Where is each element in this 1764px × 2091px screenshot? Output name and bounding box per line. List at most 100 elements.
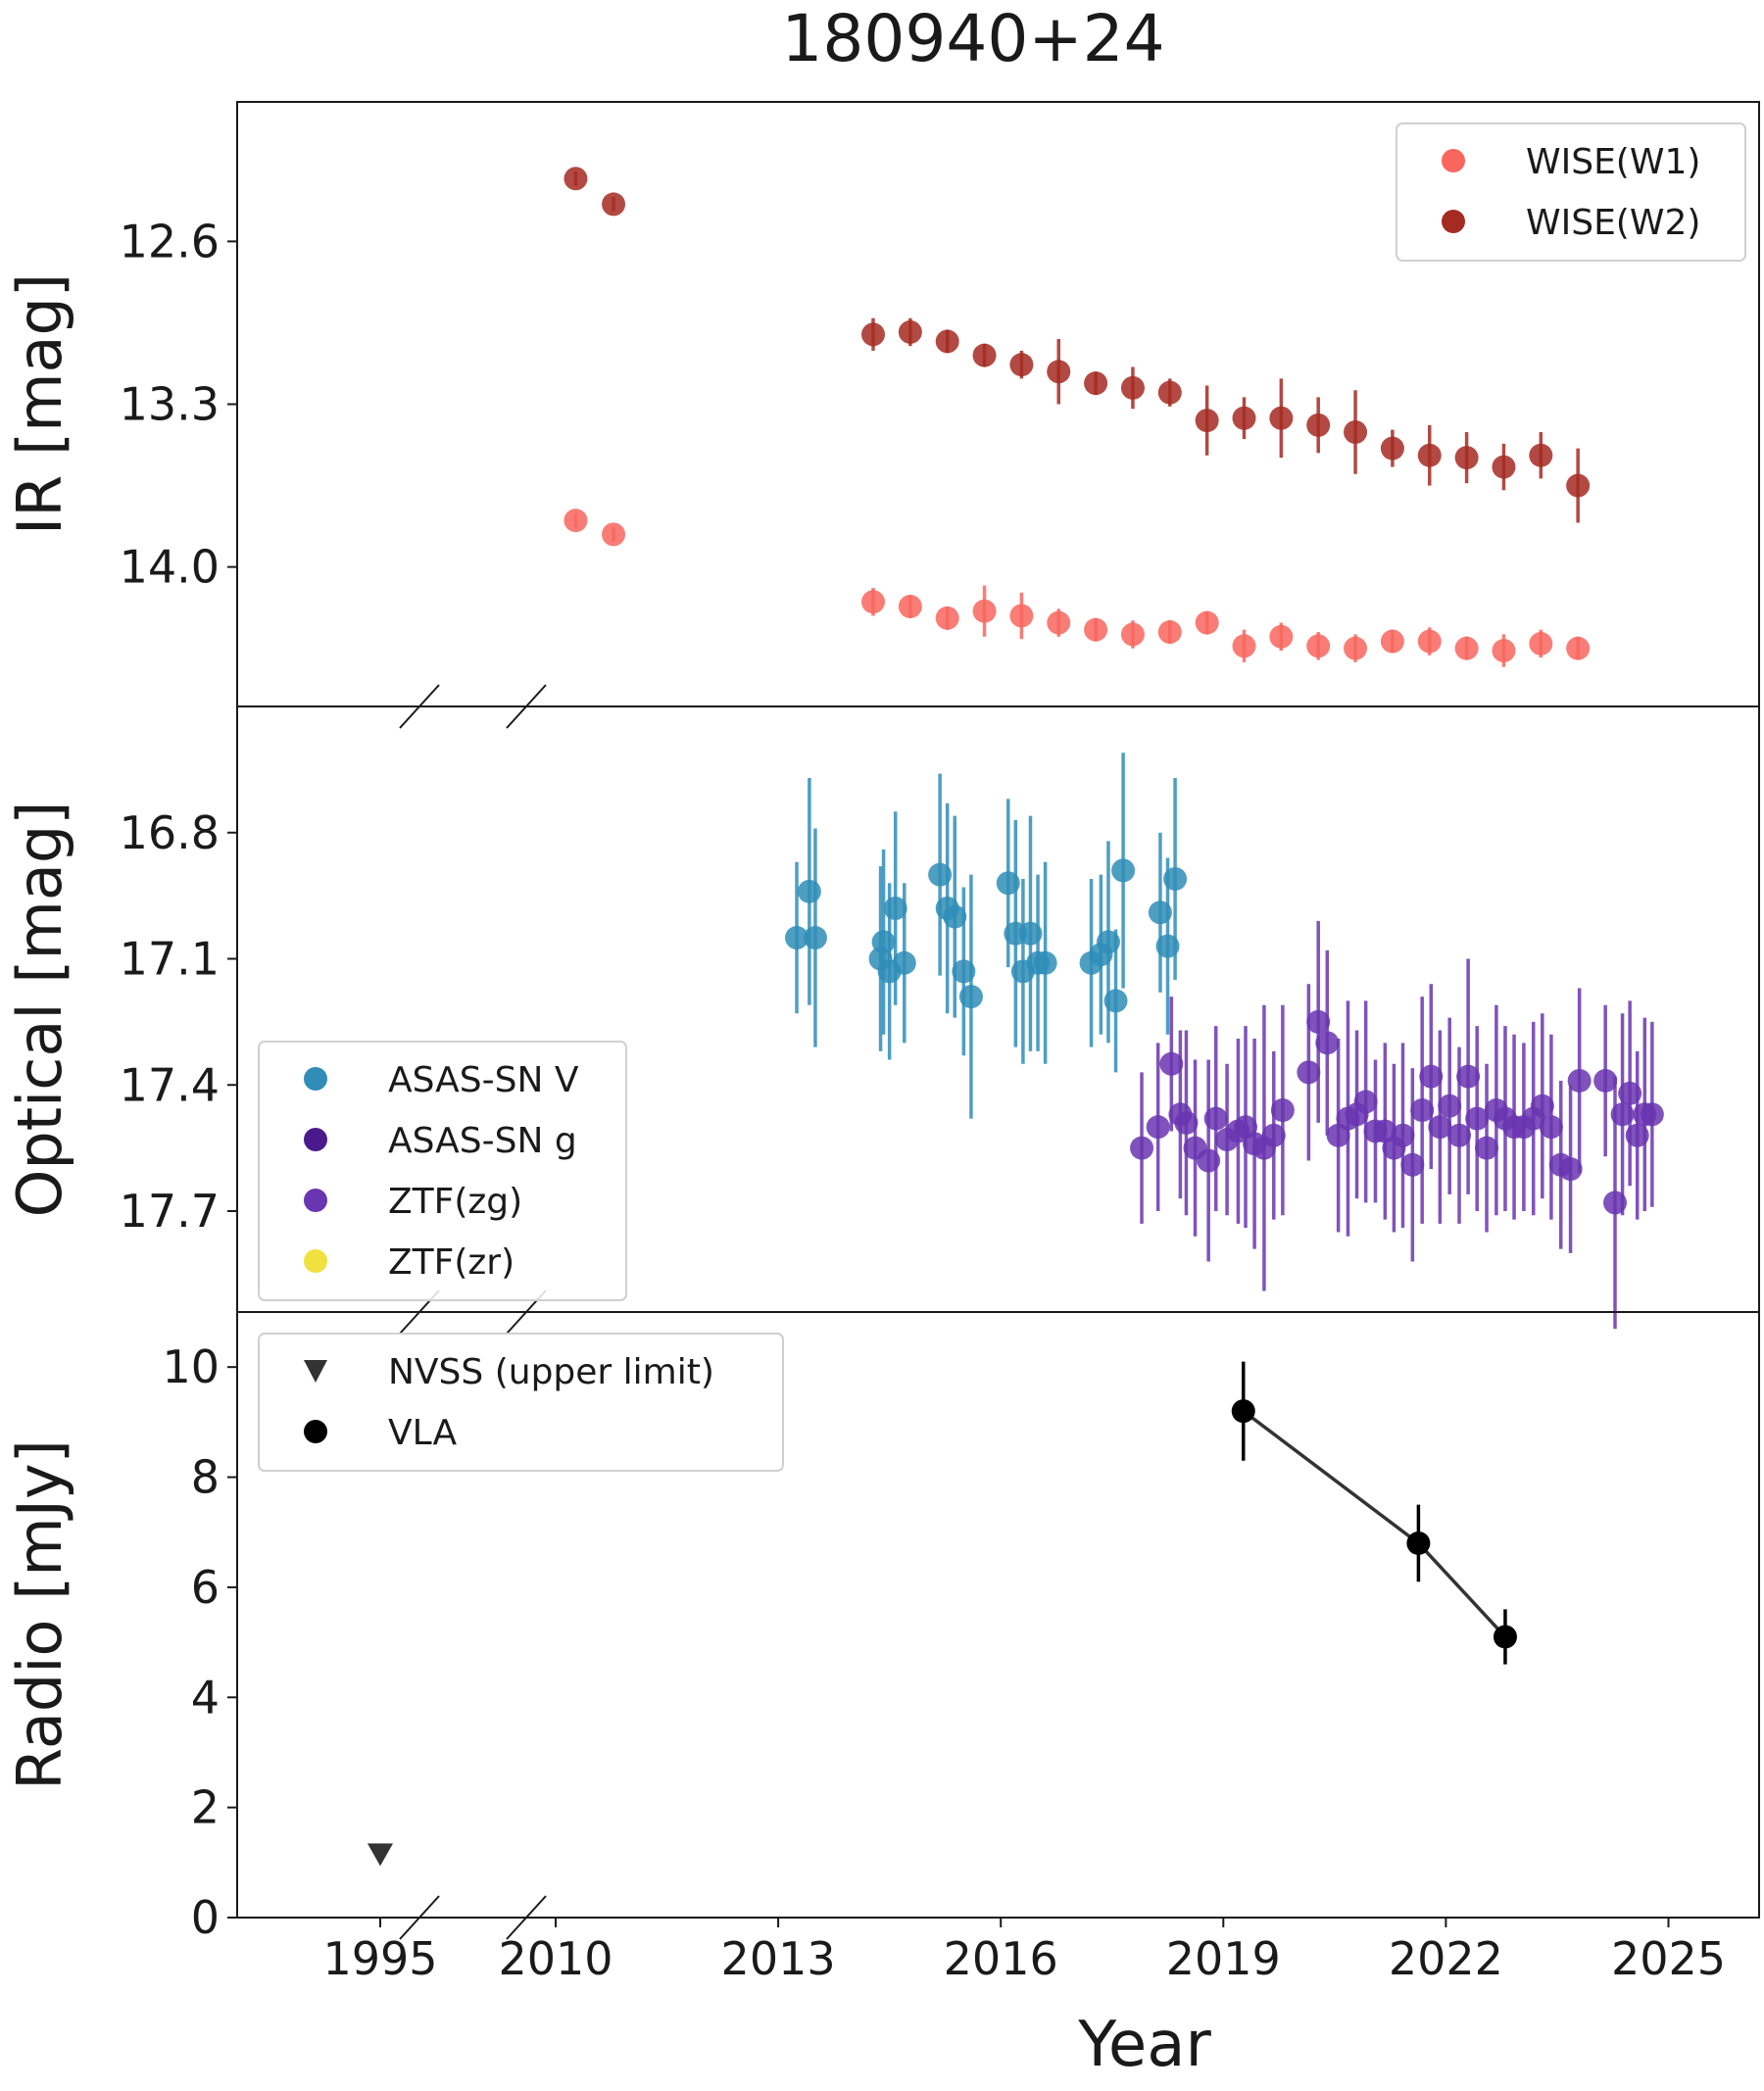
- xtick-label: 2022: [1389, 1932, 1503, 1985]
- data-point-wise-w1: [564, 509, 588, 533]
- y-axis-label-radio: Radio [mJy]: [4, 1439, 75, 1790]
- data-point-ztf-zg: [1530, 1094, 1554, 1118]
- xtick-label: 2016: [944, 1932, 1058, 1985]
- data-point-wise-w2: [1195, 409, 1219, 433]
- data-point-nvss-upper-limit: [368, 1843, 393, 1867]
- ytick-label-ir: 12.6: [120, 215, 220, 267]
- data-point-wise-w1: [1009, 604, 1034, 628]
- data-point-ztf-zg: [1419, 1064, 1444, 1089]
- legend-label: WISE(W2): [1526, 203, 1700, 243]
- legend-label: VLA: [388, 1413, 458, 1453]
- data-point-ztf-zg: [1456, 1064, 1481, 1089]
- legend-box-optical: [258, 1041, 627, 1301]
- ytick-label-optical: 17.4: [120, 1058, 220, 1111]
- legend-label: ZTF(zg): [388, 1182, 522, 1222]
- data-point-wise-w2: [1306, 413, 1331, 437]
- data-point-asas-sn-v: [892, 950, 916, 975]
- data-point-wise-w1: [1566, 636, 1591, 660]
- legend-label: ASAS-SN g: [388, 1121, 577, 1161]
- data-point-wise-w2: [1344, 419, 1368, 444]
- axis-break-mark: [506, 1895, 547, 1940]
- data-point-wise-w1: [935, 606, 959, 630]
- data-point-asas-sn-v: [1111, 858, 1136, 883]
- legend-marker: [304, 1420, 327, 1443]
- data-point-wise-w1: [1269, 624, 1294, 649]
- data-point-ztf-zg: [1203, 1106, 1228, 1131]
- data-point-wise-w2: [1269, 406, 1294, 430]
- ytick-label-radio: 4: [191, 1671, 220, 1724]
- data-point-wise-w2: [602, 192, 626, 217]
- data-point-wise-w1: [1232, 634, 1256, 658]
- data-point-wise-w2: [898, 319, 922, 344]
- data-point-ztf-zg: [1391, 1123, 1415, 1147]
- xtick-label: 2013: [721, 1932, 836, 1985]
- data-point-wise-w2: [1120, 375, 1145, 400]
- legend-marker: [304, 1067, 327, 1091]
- data-point-ztf-zg: [1438, 1094, 1462, 1118]
- data-point-wise-w1: [1084, 617, 1108, 642]
- ytick-label-radio: 6: [191, 1561, 220, 1614]
- legend-marker: [304, 1189, 327, 1212]
- data-point-ztf-zg: [1640, 1102, 1664, 1127]
- data-point-wise-w1: [898, 594, 922, 618]
- data-point-ztf-zg: [1400, 1152, 1425, 1177]
- data-point-wise-w2: [1157, 380, 1182, 405]
- xtick-label: 1995: [322, 1932, 437, 1985]
- data-point-wise-w2: [1454, 446, 1479, 470]
- data-point-ztf-zg: [1146, 1115, 1170, 1140]
- legend-box-radio: [258, 1333, 784, 1472]
- data-point-wise-w1: [860, 590, 885, 614]
- xtick-label: 2010: [498, 1932, 612, 1985]
- ytick-label-ir: 14.0: [120, 541, 220, 594]
- legend-marker: [1442, 149, 1465, 172]
- data-point-asas-sn-v: [1163, 866, 1188, 891]
- legend-label: NVSS (upper limit): [388, 1352, 714, 1392]
- axis-break-mark: [399, 1895, 440, 1940]
- data-point-ztf-zg: [1428, 1115, 1452, 1140]
- chart-title: 180940+24: [781, 1, 1164, 76]
- data-point-wise-w2: [860, 322, 885, 347]
- data-point-asas-sn-v: [797, 879, 821, 903]
- data-point-wise-w1: [1344, 636, 1368, 660]
- data-point-wise-w2: [972, 343, 997, 367]
- axis-break-mark: [506, 684, 547, 729]
- data-point-wise-w2: [935, 329, 959, 354]
- legends: WISE(W1) WISE(W2) ASAS-SN V ASAS-SN g ZTF(zg…: [258, 122, 1746, 1472]
- y-axis-label-ir: IR [mag]: [4, 273, 75, 535]
- data-point-ztf-zg: [1353, 1090, 1378, 1114]
- data-point-wise-w1: [1492, 639, 1516, 663]
- data-point-wise-w1: [1120, 622, 1145, 647]
- data-point-asas-sn-v: [803, 926, 827, 950]
- data-point-ztf-zg: [1315, 1031, 1340, 1055]
- ytick-label-ir: 13.3: [120, 378, 220, 431]
- data-point-ztf-zg: [1475, 1136, 1499, 1160]
- xtick-label: 2025: [1611, 1932, 1726, 1985]
- data-point-ztf-zg: [1410, 1098, 1435, 1122]
- legend-label: WISE(W1): [1526, 142, 1700, 182]
- data-point-wise-w2: [1232, 406, 1256, 430]
- data-point-ztf-zg: [1261, 1123, 1286, 1147]
- data-point-asas-sn-v: [943, 904, 967, 929]
- data-point-wise-w1: [1195, 610, 1219, 635]
- chart-marks: [368, 167, 1664, 1867]
- data-point-asas-sn-v: [1033, 950, 1057, 975]
- data-point-wise-w2: [1566, 473, 1591, 498]
- data-point-asas-sn-v: [1103, 989, 1128, 1013]
- legend-marker: [1442, 210, 1465, 233]
- data-point-wise-w1: [1157, 620, 1182, 645]
- x-axis-label: Year: [1077, 2009, 1211, 2081]
- ytick-label-radio: 10: [162, 1340, 220, 1393]
- data-point-ztf-zg: [1447, 1123, 1472, 1147]
- data-point-wise-w2: [1009, 353, 1034, 377]
- data-point-ztf-zg: [1159, 1051, 1184, 1076]
- legend-marker: [304, 1360, 327, 1383]
- legend-marker: [304, 1128, 327, 1151]
- data-point-asas-sn-v: [958, 985, 983, 1009]
- data-point-wise-w2: [1492, 455, 1516, 479]
- ytick-label-optical: 17.1: [120, 933, 220, 986]
- data-point-asas-sn-v: [871, 930, 896, 954]
- data-point-wise-w1: [1047, 610, 1071, 635]
- data-point-wise-w1: [972, 599, 997, 623]
- ytick-label-optical: 17.7: [120, 1185, 220, 1238]
